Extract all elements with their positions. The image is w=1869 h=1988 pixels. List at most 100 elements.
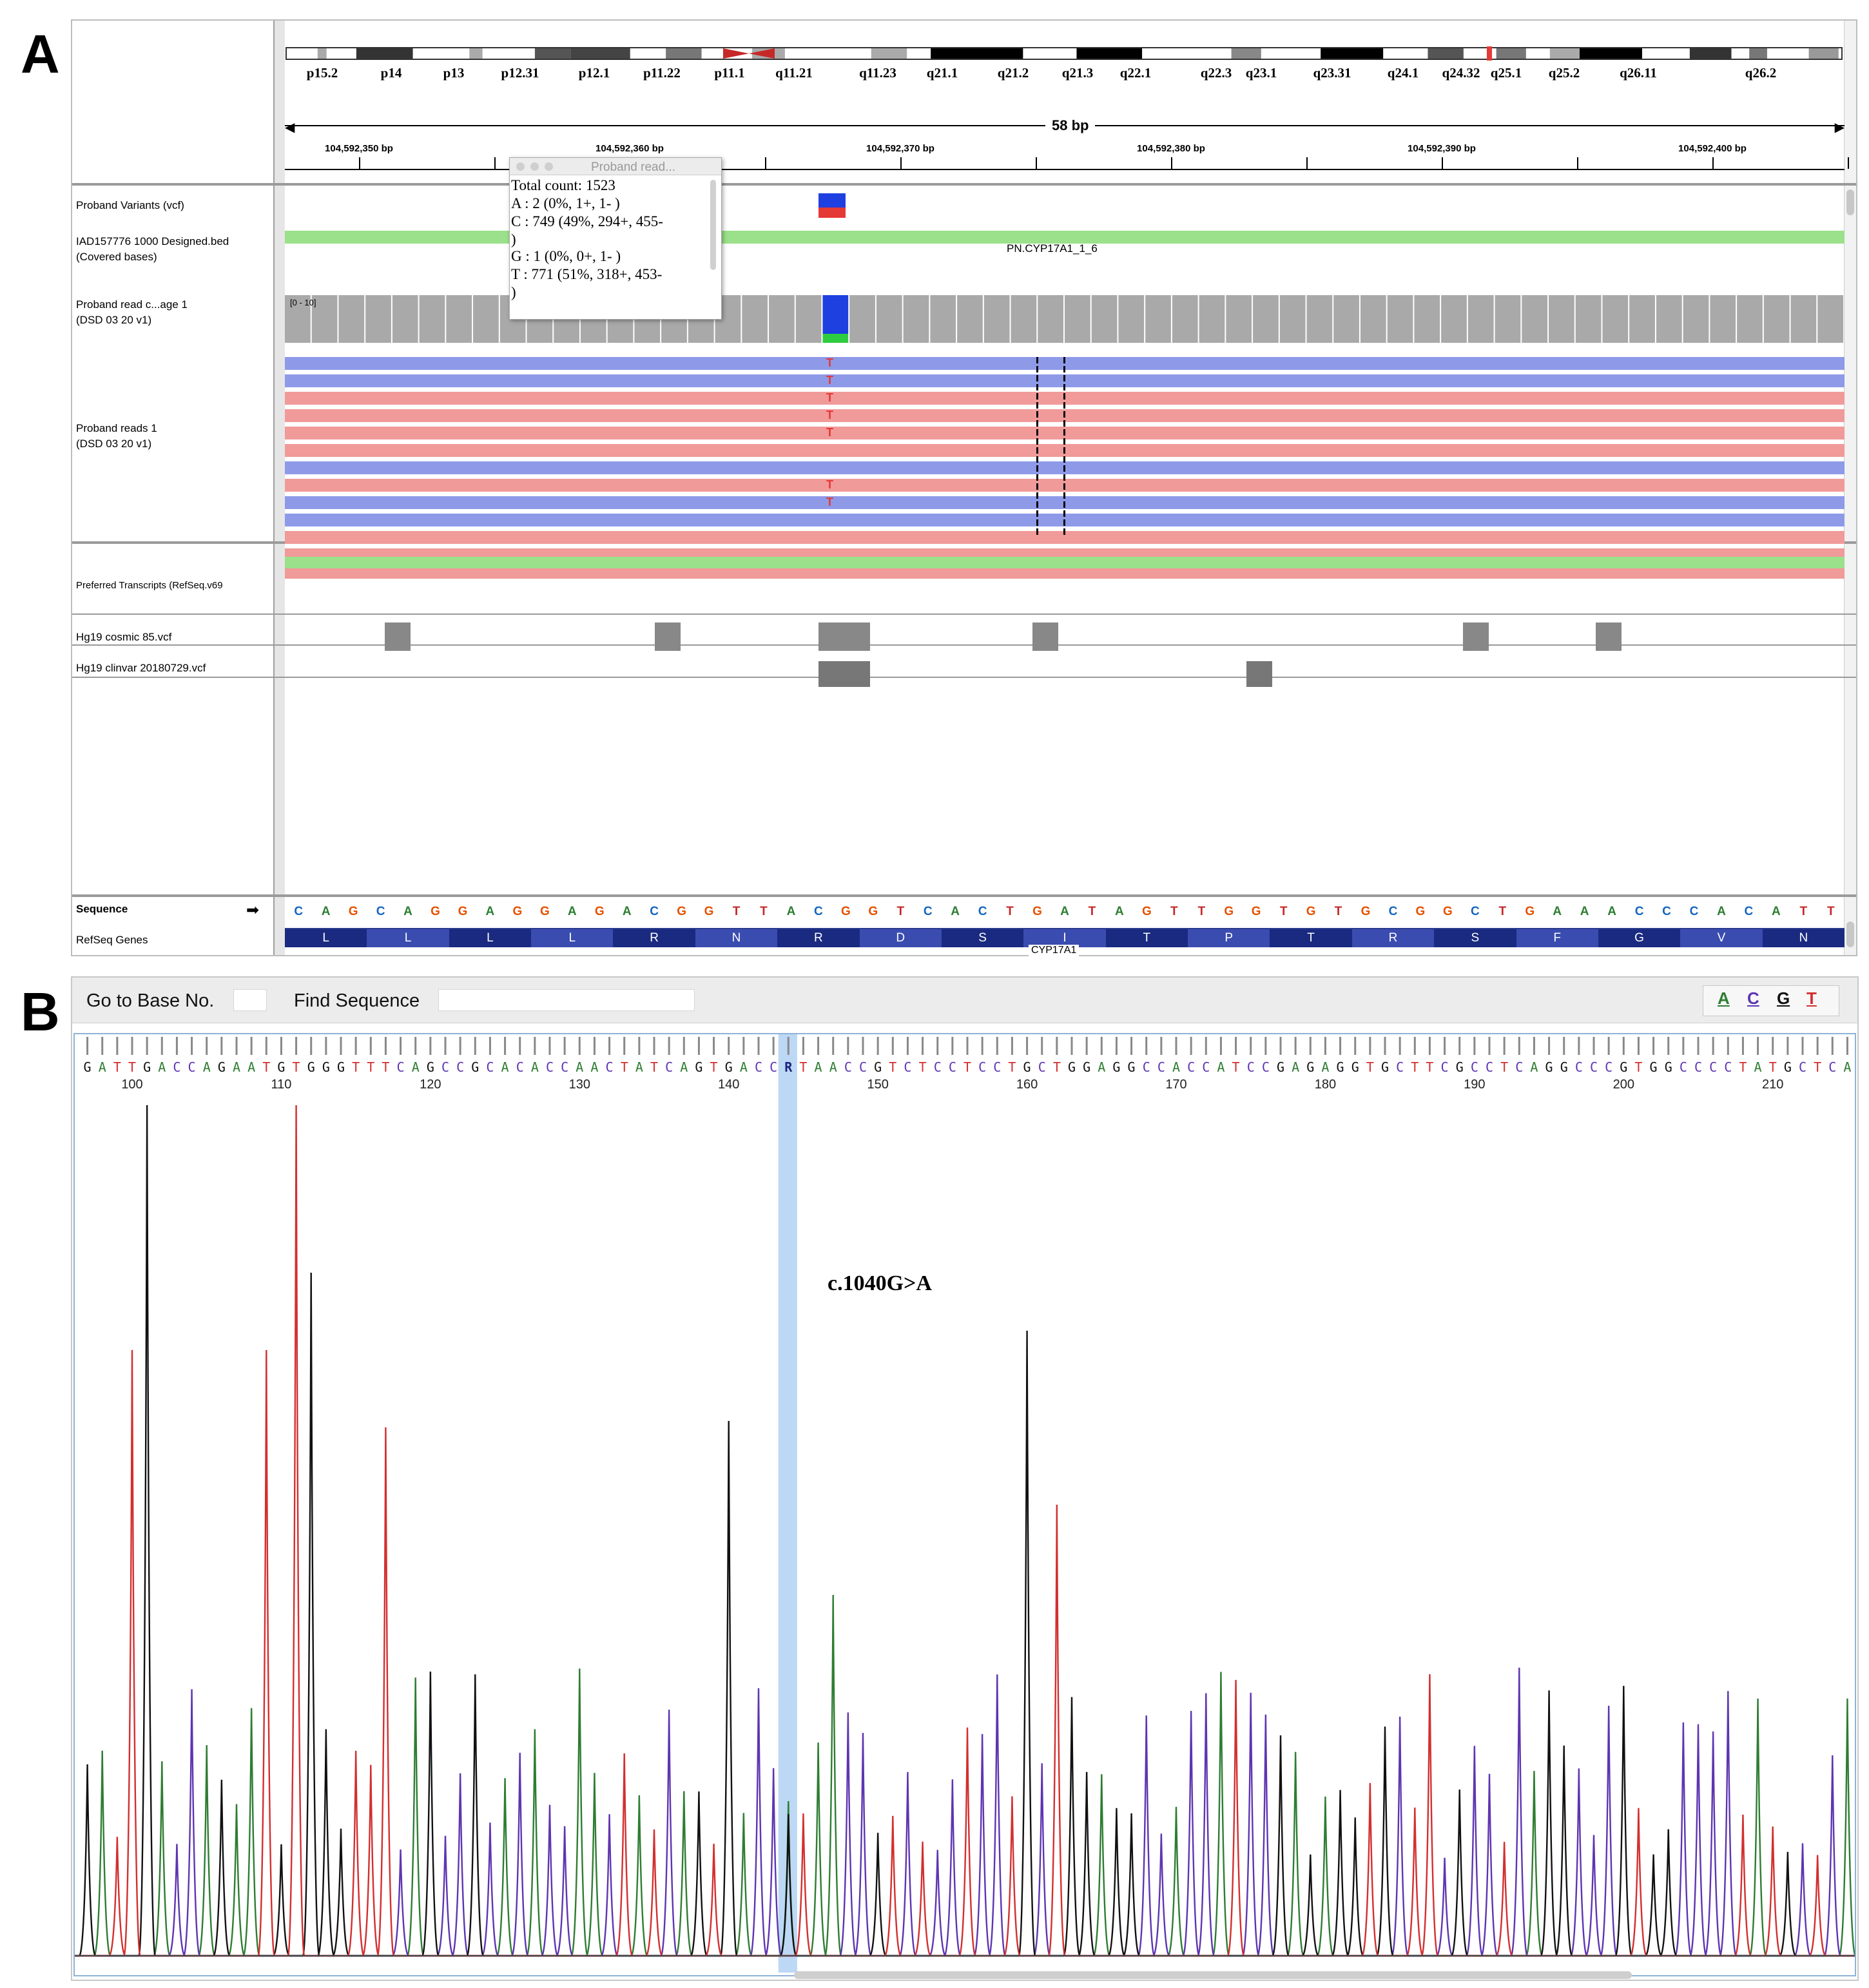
track-name-transcripts[interactable]: Preferred Transcripts (RefSeq.v69 [76, 580, 223, 591]
scroll-thumb[interactable] [1846, 189, 1854, 215]
coverage-bar[interactable] [1602, 295, 1629, 343]
coverage-bar[interactable] [1495, 295, 1521, 343]
clinvar-feature[interactable] [818, 661, 870, 687]
coverage-bar[interactable] [285, 295, 311, 343]
cosmic-feature[interactable] [1032, 622, 1058, 651]
base-tick [220, 1037, 223, 1055]
coverage-bar[interactable] [930, 295, 956, 343]
coverage-bar[interactable] [1549, 295, 1574, 343]
coverage-bar[interactable] [795, 295, 822, 343]
transcript-feature[interactable] [285, 557, 1845, 568]
amino-acid: I [1023, 929, 1106, 947]
coverage-bar[interactable] [1172, 295, 1198, 343]
coverage-bar[interactable] [1629, 295, 1655, 343]
horizontal-scrollbar[interactable] [794, 1971, 1632, 1979]
coverage-bar[interactable] [1253, 295, 1279, 343]
tooltip-titlebar[interactable]: Proband read... [510, 158, 721, 175]
scroll-thumb-lower[interactable] [1846, 922, 1854, 947]
coverage-bar[interactable] [1737, 295, 1763, 343]
vertical-scrollbar[interactable] [1844, 21, 1856, 955]
coverage-bar[interactable] [392, 295, 418, 343]
cosmic-feature[interactable] [655, 622, 681, 651]
track-name-refseq[interactable]: RefSeq Genes [76, 934, 148, 946]
coverage-bar[interactable] [1575, 295, 1602, 343]
coverage-bar[interactable] [1306, 295, 1333, 343]
coverage-bar[interactable] [1091, 295, 1118, 343]
track-name-coverage-sub: (DSD 03 20 v1) [76, 314, 152, 326]
track-name-reads[interactable]: Proband reads 1 [76, 422, 157, 434]
track-name-designed-bed[interactable]: IAD157776 1000 Designed.bed [76, 235, 229, 247]
clinvar-feature[interactable] [1246, 661, 1272, 687]
variant-genotype-top[interactable] [818, 193, 846, 207]
chromosome-ideogram[interactable]: p15.2 p14 p13 p12.31 p12.1 p11.22 p11.1 q11.21 q… [285, 46, 1845, 94]
coverage-bar[interactable] [1065, 295, 1090, 343]
mismatch-base: T [826, 391, 833, 404]
coverage-bar[interactable] [473, 295, 499, 343]
legend-a[interactable]: A [1718, 989, 1730, 1008]
read-alignment[interactable] [285, 531, 1845, 544]
coverage-bar[interactable] [1710, 295, 1736, 343]
cosmic-feature[interactable] [818, 622, 870, 651]
coverage-bar[interactable] [983, 295, 1010, 343]
legend-c[interactable]: C [1747, 989, 1759, 1008]
coverage-bar[interactable] [1414, 295, 1440, 343]
coverage-bar[interactable] [1790, 295, 1817, 343]
read-alignment[interactable] [285, 566, 1845, 579]
coverage-bar[interactable] [1145, 295, 1171, 343]
current-view-marker [1487, 46, 1492, 61]
coverage-bar[interactable] [1038, 295, 1063, 343]
strand-arrow-icon[interactable]: ➡ [246, 902, 260, 919]
coverage-bar[interactable] [1199, 295, 1225, 343]
coverage-bar[interactable] [903, 295, 929, 343]
coverage-bar[interactable] [338, 295, 365, 343]
track-name-sequence[interactable]: Sequence [76, 903, 128, 915]
coverage-bar[interactable] [769, 295, 795, 343]
cosmic-feature[interactable] [385, 622, 411, 651]
coverage-bar[interactable] [446, 295, 472, 343]
coverage-bar[interactable] [1467, 295, 1494, 343]
minimize-icon[interactable] [530, 162, 539, 171]
close-icon[interactable] [516, 162, 525, 171]
coverage-bar[interactable] [1333, 295, 1359, 343]
coverage-bar[interactable] [1011, 295, 1037, 343]
coverage-bar[interactable] [1387, 295, 1413, 343]
reference-base: G [1141, 905, 1152, 918]
legend-t[interactable]: T [1806, 989, 1817, 1008]
coverage-bar[interactable] [849, 295, 875, 343]
coverage-bar[interactable] [742, 295, 768, 343]
track-name-coverage[interactable]: Proband read c...age 1 [76, 298, 188, 311]
track-name-clinvar[interactable]: Hg19 clinvar 20180729.vcf [76, 662, 206, 674]
coverage-bar-variant[interactable] [822, 295, 849, 334]
coverage-bar[interactable] [419, 295, 445, 343]
cosmic-feature[interactable] [1596, 622, 1622, 651]
maximize-icon[interactable] [545, 162, 553, 171]
coverage-bar-variant-alt[interactable] [822, 334, 849, 343]
coverage-bar[interactable] [1279, 295, 1306, 343]
coverage-bar[interactable] [1226, 295, 1252, 343]
coverage-bar[interactable] [311, 295, 338, 343]
coverage-bar[interactable] [957, 295, 983, 343]
coverage-bar[interactable] [1360, 295, 1386, 343]
trace-g [75, 1105, 1855, 1957]
coverage-bar[interactable] [1441, 295, 1467, 343]
base-legend[interactable]: A C G T [1703, 985, 1839, 1016]
coverage-bar[interactable] [365, 295, 391, 343]
coverage-bar[interactable] [1763, 295, 1790, 343]
coverage-bar[interactable] [1522, 295, 1548, 343]
coverage-bar[interactable] [1683, 295, 1709, 343]
find-sequence-input[interactable] [438, 989, 695, 1011]
coverage-bar[interactable] [1817, 295, 1843, 343]
coverage-bar[interactable] [1118, 295, 1145, 343]
track-name-cosmic[interactable]: Hg19 cosmic 85.vcf [76, 631, 172, 643]
track-name-variants[interactable]: Proband Variants (vcf) [76, 199, 184, 211]
coverage-bar[interactable] [1656, 295, 1682, 343]
cosmic-feature[interactable] [1463, 622, 1489, 651]
coverage-bar[interactable] [876, 295, 902, 343]
legend-g[interactable]: G [1777, 989, 1790, 1008]
coverage-tooltip-window[interactable]: Proband read... Total count: 1523 A : 2 … [509, 157, 722, 320]
variant-genotype-bottom[interactable] [818, 207, 846, 218]
tooltip-scrollbar[interactable] [710, 180, 716, 270]
go-to-base-input[interactable] [233, 989, 267, 1011]
